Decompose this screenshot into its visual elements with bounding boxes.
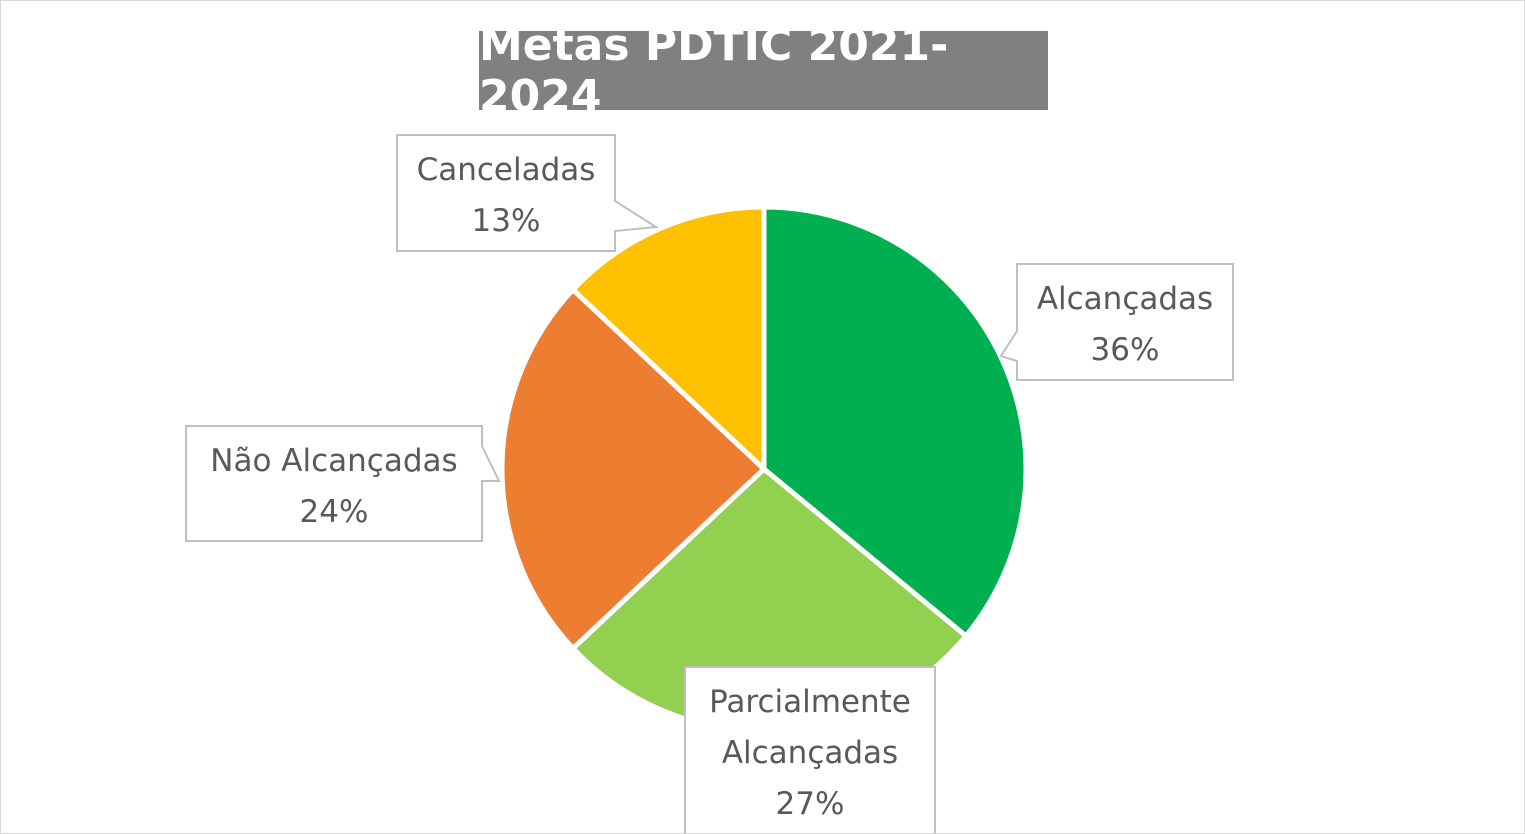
slice-value-label: 24% [300, 494, 369, 530]
callout-box-2 [185, 425, 501, 542]
slice-label: Não Alcançadas [210, 443, 457, 479]
callout-box-1 [684, 666, 936, 833]
slice-label: Alcançadas [722, 735, 898, 771]
slice-value-label: 13% [472, 203, 541, 239]
slice-label: Parcialmente [709, 684, 911, 720]
callout-box-3 [396, 134, 659, 252]
pie-slice-3 [569, 204, 767, 475]
slice-label: Canceladas [417, 152, 596, 188]
slice-value-label: 27% [776, 786, 845, 822]
pie-slice-0 [761, 204, 1029, 640]
callout-box-0 [999, 263, 1234, 381]
pie-slice-2 [499, 286, 768, 652]
slice-value-label: 36% [1091, 332, 1160, 368]
slice-label: Alcançadas [1037, 281, 1213, 317]
